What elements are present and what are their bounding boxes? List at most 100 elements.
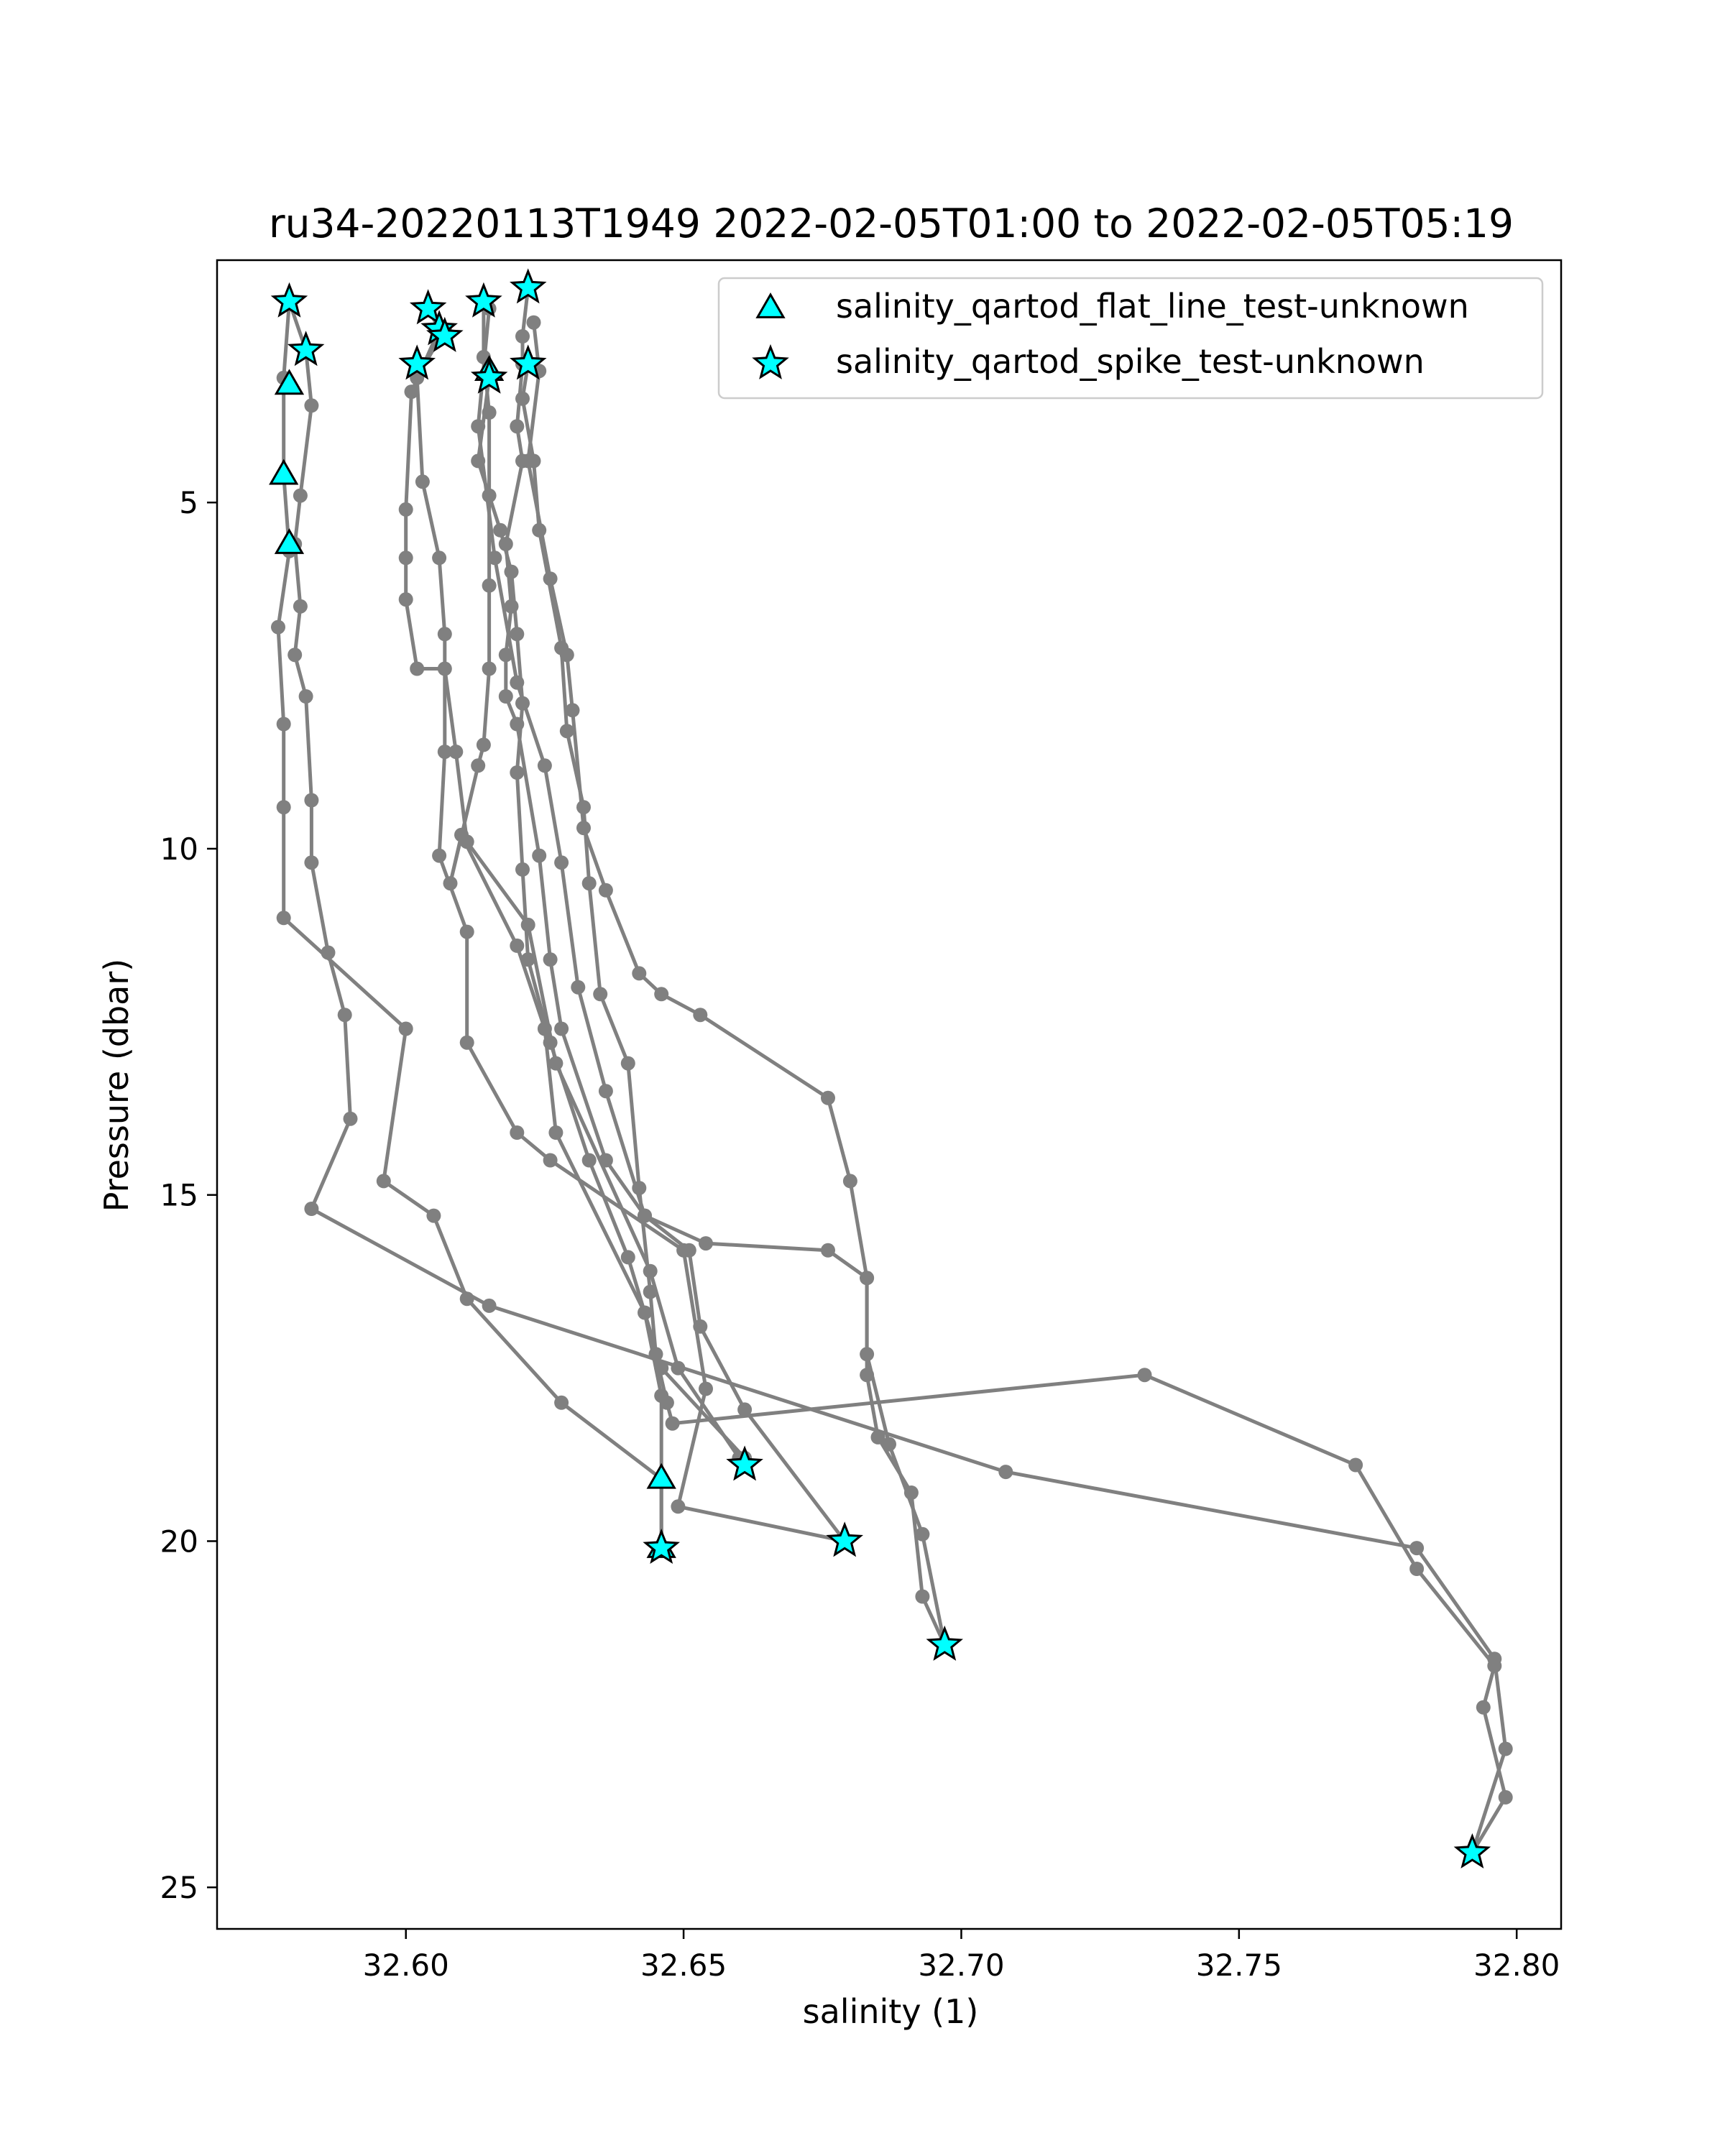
profile-7-point [510,717,525,732]
profile-1-point [304,398,319,413]
x-tick-label: 32.70 [918,1948,1004,1983]
profile-10-point [598,883,613,898]
profile-7-point [598,1153,613,1168]
profile-8-point [1409,1562,1425,1576]
profile-8-point [620,1056,635,1071]
spike-marker [643,1529,680,1565]
flat-line-marker [274,369,305,395]
x-tick-label: 32.75 [1196,1948,1282,1983]
profile-8-point [1137,1368,1152,1383]
profile-10-point [915,1589,930,1604]
profile-2-point [276,800,291,815]
profile-4-point [543,1153,558,1168]
profile-5-point [443,876,458,891]
profile-3-point [410,661,425,676]
y-tick-label: 20 [160,1524,198,1559]
profile-6-point [581,1153,597,1168]
profile-1-point [304,1202,319,1216]
profile-3-point [398,502,413,517]
profile-6-point [543,1035,558,1050]
x-tick-label: 32.80 [1473,1948,1560,1983]
profile-8-point [1348,1457,1363,1473]
profile-line-3 [404,308,747,1467]
legend-label-flat-line: salinity_qartod_flat_line_test-unknown [836,287,1469,326]
profile-4-point [415,474,430,489]
profile-10-point [860,1368,875,1383]
profile-5-point [510,938,525,953]
spike-marker [470,358,508,394]
profile-2-point [276,717,291,732]
spike-marker [409,289,447,325]
profile-6-point [654,1360,669,1376]
profile-3-point [437,661,452,676]
profile-9-point [693,1319,708,1334]
profile-4-point [671,1499,686,1514]
profile-2-point [554,1395,569,1410]
profile-1-point [304,793,319,808]
y-axis: 5 10 15 20 25 [160,485,217,1905]
profile-7-point [554,1021,569,1036]
flat-line-marker [274,528,305,554]
profile-4-point [432,550,447,566]
profile-1-point [1498,1741,1513,1756]
profile-7-point [498,648,513,663]
profile-7-point [860,1347,875,1362]
spike-marker [426,316,464,352]
profile-1-point [343,1111,358,1126]
profile-5-point [482,578,497,593]
profile-8-point [659,1395,674,1410]
profile-line-4 [415,328,845,1543]
profile-8-point [1487,1658,1502,1673]
profile-9-point [638,1208,652,1223]
spike-marker [287,331,325,367]
y-tick-label: 5 [179,485,198,520]
profile-2-point [459,1291,474,1307]
profile-10-point [842,1174,857,1189]
profile-6-point [504,564,519,579]
legend: salinity_qartod_flat_line_test-unknown s… [717,277,1544,400]
plot-frame [216,259,1563,1930]
x-tick-label: 32.60 [363,1948,449,1983]
profile-4-point [437,745,452,760]
profile-3-point [643,1263,658,1279]
profile-3-point [448,745,464,760]
profile-3-point [671,1360,686,1376]
profile-2-point [271,619,285,635]
y-axis-label: Pressure (dbar) [97,959,136,1212]
profile-2-point [376,1174,391,1189]
profile-7-point [821,1243,835,1258]
profile-4-point [510,1125,525,1140]
x-tick-label: 32.65 [640,1948,727,1983]
profile-7-point [510,419,525,434]
profile-5-point [482,488,497,503]
legend-star-marker [752,344,789,379]
legend-triangle-marker [755,292,786,318]
profile-10-point [693,1008,708,1023]
profile-3-point [520,917,535,932]
profile-7-point [543,952,558,967]
chart-title: ru34-20220113T1949 2022-02-05T01:00 to 2… [269,201,1514,247]
profile-10-point [903,1485,919,1500]
legend-label-spike: salinity_qartod_spike_test-unknown [836,342,1425,381]
profile-9-point [487,550,502,566]
x-axis: 32.60 32.65 32.70 32.75 32.80 [363,1929,1560,1983]
profile-8-point [1498,1789,1513,1805]
spike-marker [398,344,436,380]
profile-4-point [699,1381,713,1396]
profile-1-point [288,648,303,663]
spike-marker [465,282,502,318]
spike-marker [1453,1833,1491,1869]
profile-line-6 [476,377,746,1460]
profile-3-point [404,384,419,400]
spike-marker [926,1625,963,1661]
profile-6-point [620,1250,635,1265]
profile-8-point [1476,1700,1491,1715]
profile-10-point [526,315,541,330]
profile-4-point [459,924,474,939]
flat-line-marker [269,459,299,485]
profile-3-point [548,1056,564,1071]
profile-8-point [665,1416,680,1431]
profile-1-point [298,689,313,704]
y-tick-label: 10 [160,831,198,867]
